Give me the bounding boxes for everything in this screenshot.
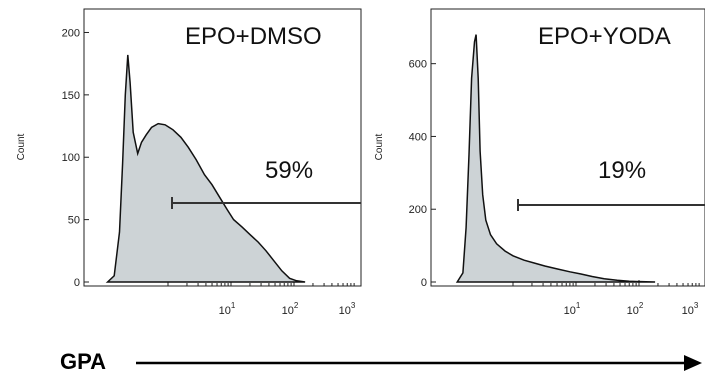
y-tick-label: 400: [409, 131, 427, 143]
panel1-title: EPO+DMSO: [185, 23, 322, 50]
panel1-histogram: [105, 54, 306, 283]
panel2-frame: [430, 8, 705, 287]
panel1-ylabel: Count: [16, 133, 27, 160]
panel-epo-dmso: Count EPO+DMSO 0 50 100 150 200 101 102 103 59…: [16, 8, 362, 317]
panel2-gate: [517, 199, 705, 211]
x-tick-label: 103: [339, 301, 356, 317]
gpa-label: GPA: [60, 349, 106, 374]
panel1-gate: [171, 197, 361, 209]
panel2-gate-percent: 19%: [598, 157, 646, 184]
panel1-y-ticks: 0 50 100 150 200: [62, 27, 89, 289]
x-tick-label: 101: [564, 301, 581, 317]
panel1-frame: [83, 8, 362, 287]
y-tick-label: 200: [62, 27, 80, 39]
x-tick-label: 102: [627, 301, 644, 317]
panel2-x-ticks: 101 102 103: [512, 280, 700, 317]
x-tick-label: 103: [682, 301, 699, 317]
y-tick-label: 50: [68, 215, 80, 227]
y-tick-label: 0: [74, 277, 80, 289]
arrow-head: [684, 355, 702, 371]
y-tick-label: 100: [62, 152, 80, 164]
panel2-y-ticks: 0 200 400 600: [409, 59, 436, 289]
panel1-x-ticks: 101 102 103: [167, 280, 356, 317]
panel2-ylabel: Count: [374, 133, 385, 160]
y-tick-label: 0: [421, 277, 427, 289]
gpa-axis-arrow: GPA: [60, 349, 702, 374]
y-tick-label: 200: [409, 204, 427, 216]
panel2-histogram: [455, 34, 656, 283]
panel2-title: EPO+YODA: [538, 23, 671, 50]
y-tick-label: 600: [409, 59, 427, 71]
panel1-gate-percent: 59%: [265, 157, 313, 184]
x-tick-label: 102: [282, 301, 299, 317]
x-tick-label: 101: [219, 301, 236, 317]
panel-epo-yoda: Count EPO+YODA 0 200 400 600 101 102 103 19%: [374, 8, 705, 317]
y-tick-label: 150: [62, 90, 80, 102]
